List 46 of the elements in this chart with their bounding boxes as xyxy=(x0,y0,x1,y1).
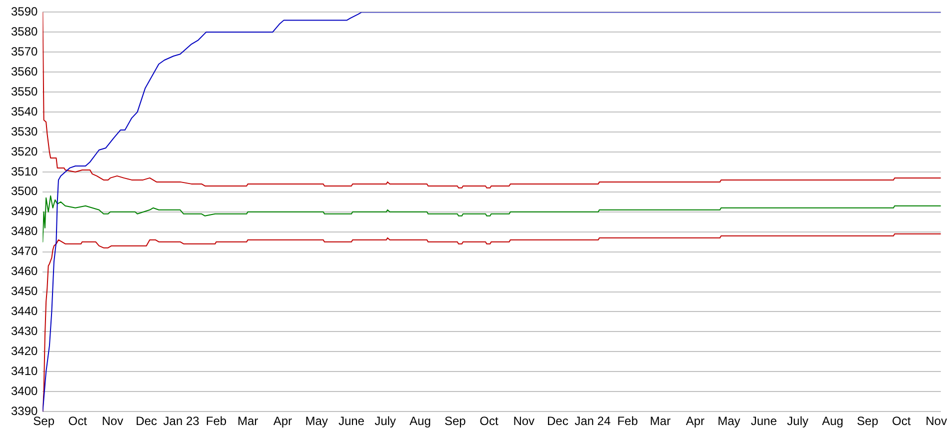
x-tick-label: Dec xyxy=(136,414,158,428)
x-tick-label: Aug xyxy=(410,414,431,428)
x-tick-label: Dec xyxy=(547,414,568,428)
x-tick-label: Nov xyxy=(513,414,535,428)
y-tick-label: 3470 xyxy=(10,244,38,258)
x-tick-label: Nov xyxy=(102,414,124,428)
y-tick-label: 3440 xyxy=(10,304,38,318)
y-tick-label: 3550 xyxy=(10,84,38,98)
x-tick-label: Nov xyxy=(926,414,947,428)
y-tick-label: 3450 xyxy=(10,284,38,298)
x-tick-label: Sep xyxy=(856,414,879,428)
x-tick-label: Jan 23 xyxy=(163,414,200,428)
y-tick-label: 3560 xyxy=(10,64,38,78)
y-tick-label: 3410 xyxy=(10,364,38,378)
x-tick-label: Feb xyxy=(206,414,227,428)
x-tick-label: Oct xyxy=(68,414,88,428)
x-tick-label: Oct xyxy=(892,414,912,428)
x-tick-label: Mar xyxy=(650,414,671,428)
x-tick-label: Apr xyxy=(686,414,704,428)
x-tick-label: June xyxy=(750,414,778,428)
x-tick-label: June xyxy=(338,414,365,428)
y-tick-label: 3490 xyxy=(10,204,38,218)
x-tick-label: May xyxy=(305,414,328,428)
x-tick-label: Sep xyxy=(444,414,466,428)
y-tick-label: 3400 xyxy=(10,384,38,398)
y-tick-label: 3480 xyxy=(10,224,38,238)
x-tick-label: Feb xyxy=(617,414,638,428)
x-tick-label: May xyxy=(718,414,740,428)
x-tick-label: Jan 24 xyxy=(574,414,611,428)
x-tick-label: Apr xyxy=(273,414,292,428)
x-tick-label: Oct xyxy=(480,414,499,428)
y-tick-label: 3580 xyxy=(10,24,38,38)
x-tick-label: Aug xyxy=(822,414,844,428)
y-tick-label: 3460 xyxy=(10,264,38,278)
y-tick-label: 3520 xyxy=(10,144,38,158)
y-tick-label: 3510 xyxy=(10,164,38,178)
y-tick-label: 3540 xyxy=(10,104,38,118)
y-tick-label: 3530 xyxy=(10,124,38,138)
y-tick-label: 3500 xyxy=(10,184,38,198)
x-tick-label: Mar xyxy=(237,414,258,428)
x-tick-label: July xyxy=(374,414,396,428)
y-tick-label: 3420 xyxy=(10,344,38,358)
y-tick-label: 3590 xyxy=(10,4,38,19)
x-tick-label: July xyxy=(787,414,808,428)
y-tick-label: 3570 xyxy=(10,44,38,58)
y-tick-label: 3430 xyxy=(10,324,38,338)
